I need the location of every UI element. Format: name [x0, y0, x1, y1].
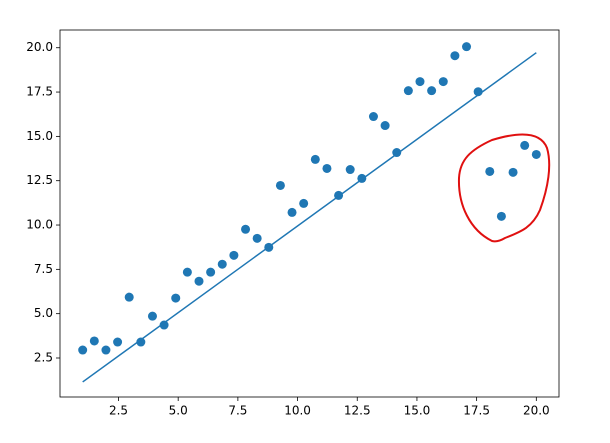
scatter-point [380, 121, 390, 131]
scatter-point [345, 165, 355, 175]
x-tick-label: 15.0 [404, 404, 431, 418]
scatter-point [78, 345, 88, 355]
x-tick-label: 20.0 [523, 404, 550, 418]
scatter-point [147, 311, 157, 321]
x-tick-label: 7.5 [228, 404, 247, 418]
scatter-point [415, 77, 425, 87]
scatter-point [287, 207, 297, 217]
scatter-point [124, 292, 134, 302]
scatter-point [496, 211, 506, 221]
y-tick-label: 12.5 [26, 173, 53, 187]
scatter-point [182, 267, 192, 277]
scatter-point [241, 224, 251, 234]
scatter-point [101, 345, 111, 355]
scatter-point [462, 42, 472, 52]
scatter-point [89, 336, 99, 346]
scatter-point [427, 86, 437, 96]
annotation-circle [457, 133, 551, 243]
scatter-point [368, 112, 378, 122]
scatter-point [531, 149, 541, 159]
y-tick-label: 2.5 [34, 350, 53, 364]
x-tick-label: 10.0 [284, 404, 311, 418]
scatter-point [171, 293, 181, 303]
y-tick-label: 10.0 [26, 218, 53, 232]
x-tick-label: 17.5 [463, 404, 490, 418]
fit-line [82, 52, 537, 383]
scatter-point [403, 86, 413, 96]
scatter-point [217, 259, 227, 269]
scatter-point [113, 337, 123, 347]
x-tick-label: 12.5 [344, 404, 371, 418]
x-tick-label: 5.0 [169, 404, 188, 418]
y-tick-label: 17.5 [26, 85, 53, 99]
x-tick-label: 2.5 [109, 404, 128, 418]
scatter-point [485, 166, 495, 176]
scatter-point [450, 51, 460, 61]
scatter-point [252, 233, 262, 243]
scatter-point [206, 267, 216, 277]
scatter-point [275, 180, 285, 190]
scatter-point [194, 276, 204, 286]
scatter-point [322, 163, 332, 173]
scatter-point [299, 198, 309, 208]
scatter-point [136, 337, 146, 347]
y-tick-label: 20.0 [26, 40, 53, 54]
y-tick-label: 15.0 [26, 129, 53, 143]
y-tick-label: 7.5 [34, 262, 53, 276]
scatter-point [229, 250, 239, 260]
scatter-point [508, 167, 518, 177]
scatter-point [310, 154, 320, 164]
scatter-point [438, 77, 448, 87]
scatter-point [159, 320, 169, 330]
scatter-point [520, 140, 530, 150]
y-tick-label: 5.0 [34, 306, 53, 320]
plot-frame [59, 29, 560, 398]
